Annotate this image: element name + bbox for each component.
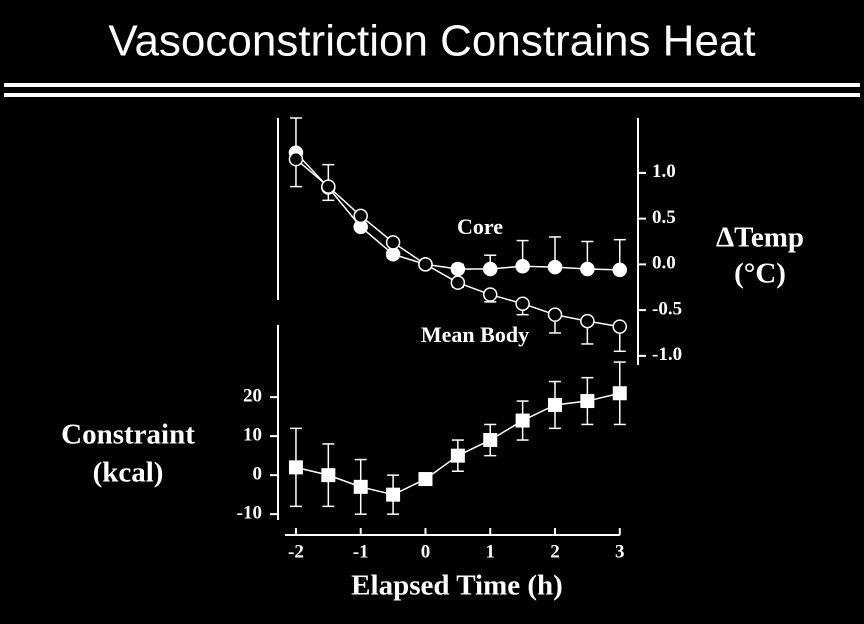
marker <box>353 479 368 494</box>
marker <box>515 296 530 311</box>
slide-title: Vasoconstriction Constrains Heat <box>108 17 755 66</box>
y-tick-label: 10 <box>243 425 262 446</box>
marker <box>580 313 595 329</box>
y-tick-label: 0.5 <box>652 207 676 228</box>
marker <box>450 261 466 277</box>
marker <box>482 261 498 277</box>
marker <box>385 247 401 262</box>
y-axis-label: (kcal) <box>93 457 164 489</box>
marker <box>580 394 595 409</box>
y-tick-label: 20 <box>243 386 262 407</box>
y-tick-label: 0.0 <box>652 253 676 274</box>
y-tick-label: -10 <box>237 503 262 524</box>
y-axis-label: Constraint <box>61 419 195 451</box>
marker <box>547 307 563 322</box>
marker <box>612 262 628 278</box>
y-tick-label: -1.0 <box>652 344 682 365</box>
marker <box>580 261 595 277</box>
y-tick-label: -0.5 <box>652 298 682 319</box>
marker <box>450 275 466 290</box>
marker <box>548 397 562 412</box>
marker <box>321 468 336 483</box>
marker <box>450 448 465 463</box>
marker <box>612 386 627 401</box>
series-label: Core <box>457 214 503 239</box>
series-line <box>295 158 620 328</box>
marker <box>515 258 530 274</box>
y-axis-label: (°C) <box>734 258 786 290</box>
marker <box>482 287 498 302</box>
y-axis-label: ΔTemp <box>716 222 804 254</box>
marker <box>288 151 304 167</box>
marker <box>418 257 433 272</box>
x-tick-label: 2 <box>550 541 560 562</box>
series-line <box>295 152 620 271</box>
marker <box>321 179 336 194</box>
x-tick-label: 3 <box>615 541 625 562</box>
rule <box>4 83 860 87</box>
marker <box>353 208 368 224</box>
x-tick-label: 0 <box>421 541 431 562</box>
marker <box>386 487 401 502</box>
rule <box>4 93 860 97</box>
x-tick-label: -1 <box>353 541 369 562</box>
x-tick-label: 1 <box>485 541 495 562</box>
x-axis-label: Elapsed Time (h) <box>351 570 563 602</box>
marker <box>288 460 303 475</box>
marker <box>385 235 401 250</box>
marker <box>547 259 563 275</box>
y-tick-label: 1.0 <box>652 161 676 182</box>
y-tick-label: 0 <box>253 464 263 485</box>
marker <box>612 319 628 334</box>
marker <box>515 413 530 428</box>
marker <box>483 433 498 448</box>
marker <box>418 472 433 487</box>
series-label: Mean Body <box>421 322 529 347</box>
x-tick-label: -2 <box>288 541 304 562</box>
